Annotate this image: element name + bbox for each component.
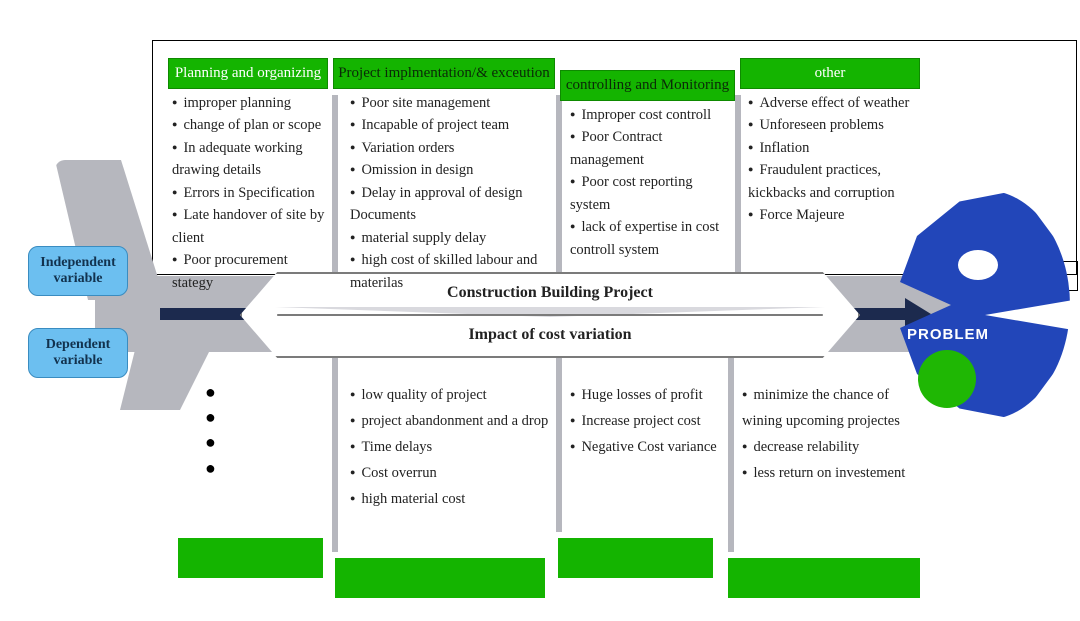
bottom-green-box xyxy=(335,558,545,598)
cause-item: Poor procurement stategy xyxy=(172,249,332,294)
rib xyxy=(556,95,562,275)
cause-item: Fraudulent practices, kickbacks and corr… xyxy=(748,159,928,204)
cause-item: Errors in Specification xyxy=(172,182,332,204)
cat-list-controlling: Improper cost controll Poor Contract man… xyxy=(570,104,730,261)
rib xyxy=(332,352,338,552)
cat-head-planning: Planning and organizing xyxy=(168,58,328,89)
cause-item: Adverse effect of weather xyxy=(748,92,928,114)
independent-variable-box: Independent variable xyxy=(28,246,128,296)
cause-item: Poor site management xyxy=(350,92,550,114)
rib xyxy=(332,95,338,275)
cause-item: Late handover of site by client xyxy=(172,204,332,249)
cause-item: Improper cost controll xyxy=(570,104,730,126)
impact-list-3: minimize the chance of wining upcoming p… xyxy=(742,382,927,486)
cause-item: In adequate working drawing details xyxy=(172,137,332,182)
impact-item: minimize the chance of wining upcoming p… xyxy=(742,382,927,434)
impact-item: low quality of project xyxy=(350,382,550,408)
dependent-variable-box: Dependent variable xyxy=(28,328,128,378)
cause-item: high cost of skilled labour and materila… xyxy=(350,249,550,294)
impact-item: Negative Cost variance xyxy=(570,434,725,460)
impact-item: decrease relability xyxy=(742,434,927,460)
rib xyxy=(735,95,741,275)
cat-list-planning: improper planning change of plan or scop… xyxy=(172,92,332,294)
dependent-variable-label: Dependent variable xyxy=(46,337,111,368)
cause-item: change of plan or scope xyxy=(172,114,332,136)
impact-list-1: low quality of project project abandonme… xyxy=(350,382,550,512)
cause-item: Delay in approval of design Documents xyxy=(350,182,550,227)
cat-head-controlling: controlling and Monitoring xyxy=(560,70,735,101)
center-banner-divider xyxy=(240,314,860,316)
independent-variable-label: Independent variable xyxy=(40,255,115,286)
cause-item: Poor cost reporting system xyxy=(570,171,730,216)
cause-item: Incapable of project team xyxy=(350,114,550,136)
cause-item: Inflation xyxy=(748,137,928,159)
bottom-green-box xyxy=(178,538,323,578)
impact-item: Increase project cost xyxy=(570,408,725,434)
empty-bullets: ●●●● xyxy=(205,380,216,481)
cause-item: Omission in design xyxy=(350,159,550,181)
center-title-top: Construction Building Project xyxy=(240,284,860,302)
cause-item: Force Majeure xyxy=(748,204,928,226)
fish-eye xyxy=(958,250,998,280)
impact-item: less return on investement xyxy=(742,460,927,486)
cause-item: lack of expertise in cost controll syste… xyxy=(570,216,730,261)
cat-list-implementation: Poor site management Incapable of projec… xyxy=(350,92,550,294)
cause-item: Unforeseen problems xyxy=(748,114,928,136)
rib xyxy=(728,352,734,552)
cause-item: improper planning xyxy=(172,92,332,114)
center-title-bottom: Impact of cost variation xyxy=(240,326,860,344)
impact-item: Huge losses of profit xyxy=(570,382,725,408)
cat-head-implementation: Project implmentation/& exceution xyxy=(333,58,555,89)
head-label: PROBLEM xyxy=(907,326,1037,343)
rib xyxy=(556,352,562,532)
impact-item: Time delays xyxy=(350,434,550,460)
impact-item: project abandonment and a drop xyxy=(350,408,550,434)
cause-item: material supply delay xyxy=(350,227,550,249)
impact-list-2: Huge losses of profit Increase project c… xyxy=(570,382,725,460)
cat-list-other: Adverse effect of weather Unforeseen pro… xyxy=(748,92,928,227)
cause-item: Poor Contract management xyxy=(570,126,730,171)
impact-item: Cost overrun xyxy=(350,460,550,486)
bottom-green-box xyxy=(728,558,920,598)
impact-item: high material cost xyxy=(350,486,550,512)
cat-head-other: other xyxy=(740,58,920,89)
cause-item: Variation orders xyxy=(350,137,550,159)
bottom-green-box xyxy=(558,538,713,578)
